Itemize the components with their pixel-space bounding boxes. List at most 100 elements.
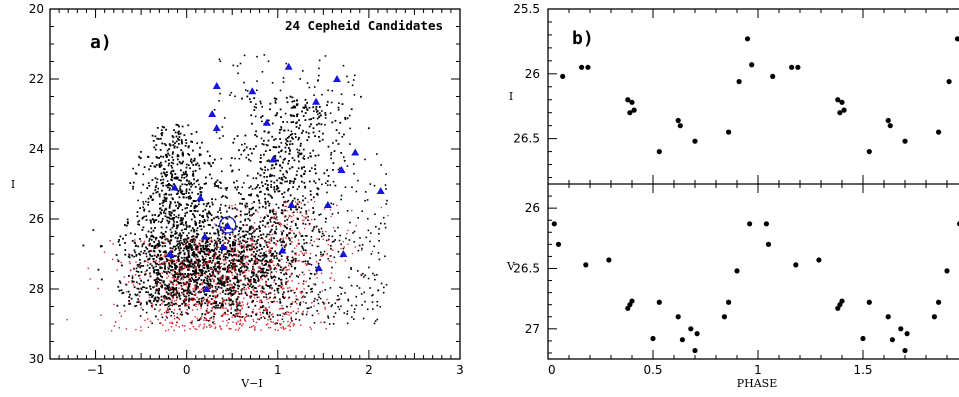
field-star <box>180 237 182 239</box>
field-star <box>257 184 259 186</box>
field-star <box>332 323 335 325</box>
field-star <box>337 250 340 253</box>
field-star <box>157 215 160 218</box>
field-star <box>153 300 155 302</box>
field-star <box>162 155 165 158</box>
field-star <box>298 282 300 285</box>
field-star <box>275 322 277 324</box>
field-star <box>199 274 202 277</box>
field-star <box>337 295 339 297</box>
field-star <box>205 182 207 185</box>
field-star <box>199 239 201 242</box>
field-star <box>289 312 292 314</box>
field-star <box>151 306 153 308</box>
field-star <box>295 312 298 315</box>
field-star <box>160 237 163 239</box>
field-star <box>194 288 197 291</box>
field-star <box>284 150 287 153</box>
field-star <box>187 276 190 279</box>
field-star <box>164 255 167 258</box>
field-star <box>275 146 278 149</box>
field-star <box>180 262 182 265</box>
field-star <box>221 170 223 173</box>
field-star <box>296 302 298 305</box>
cepheid-marker <box>333 75 341 82</box>
field-star <box>199 264 201 267</box>
field-star <box>303 172 306 175</box>
field-star <box>126 221 129 223</box>
field-star <box>310 123 312 126</box>
field-star <box>199 243 201 246</box>
field-star <box>162 251 165 253</box>
field-star <box>221 307 223 309</box>
field-star <box>147 230 150 233</box>
field-star <box>141 229 144 231</box>
field-star <box>220 196 223 198</box>
field-star <box>237 312 240 314</box>
field-star <box>188 255 190 258</box>
field-star <box>249 237 252 240</box>
field-star <box>278 131 281 134</box>
field-star <box>275 163 277 165</box>
field-star <box>157 245 160 248</box>
field-star <box>251 326 253 328</box>
field-star <box>310 291 312 293</box>
field-star <box>154 214 156 216</box>
field-star <box>230 308 232 310</box>
field-star <box>145 287 147 289</box>
field-star <box>160 279 163 282</box>
field-star <box>180 239 182 242</box>
field-star <box>316 277 318 279</box>
cepheid-marker <box>208 110 217 117</box>
light-curve-point <box>694 331 700 337</box>
field-star <box>312 196 315 199</box>
field-star <box>361 249 363 251</box>
field-star <box>223 226 225 229</box>
field-star <box>200 279 203 281</box>
field-star <box>276 239 278 242</box>
field-star <box>333 150 336 152</box>
field-star <box>164 296 167 299</box>
field-star <box>288 287 291 289</box>
field-star <box>182 278 184 281</box>
field-star <box>302 115 305 117</box>
field-star <box>143 242 145 245</box>
field-star <box>177 255 180 257</box>
field-star <box>264 271 267 274</box>
field-star <box>171 288 173 291</box>
field-star <box>221 284 223 287</box>
field-star <box>179 185 182 188</box>
field-star <box>239 260 241 263</box>
field-star <box>251 271 253 274</box>
field-star <box>173 318 176 320</box>
field-star <box>251 301 254 303</box>
field-star <box>246 303 248 306</box>
field-star <box>181 190 184 193</box>
light-curve-point <box>860 335 866 342</box>
field-star <box>192 298 194 301</box>
field-star <box>252 227 254 229</box>
field-star <box>246 249 248 252</box>
field-star <box>280 285 282 287</box>
cepheid-marker <box>278 246 287 254</box>
field-star <box>304 119 307 121</box>
field-star <box>295 318 297 321</box>
field-star <box>273 257 276 259</box>
field-star <box>297 198 299 201</box>
field-star <box>173 287 175 290</box>
field-star <box>325 239 328 242</box>
field-star <box>183 274 185 276</box>
field-star <box>293 180 295 183</box>
field-star <box>247 154 250 156</box>
field-star <box>140 240 142 242</box>
field-star <box>234 204 236 206</box>
field-star <box>184 289 187 292</box>
field-star <box>203 282 206 284</box>
field-star <box>279 169 282 172</box>
field-star <box>291 301 294 303</box>
field-star <box>272 315 274 318</box>
field-star <box>363 291 365 294</box>
field-star <box>201 283 203 286</box>
field-star <box>266 160 269 162</box>
field-star <box>196 235 199 238</box>
